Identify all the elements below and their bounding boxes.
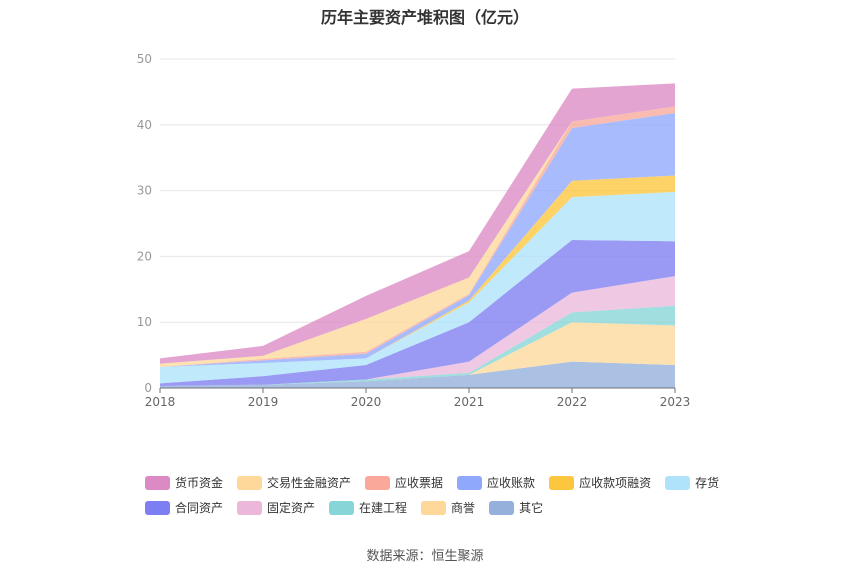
legend-swatch bbox=[237, 500, 263, 515]
legend-label: 交易性金融资产 bbox=[267, 476, 352, 490]
y-tick-label: 10 bbox=[137, 315, 152, 329]
y-tick-label: 20 bbox=[137, 249, 152, 263]
legend-label: 商誉 bbox=[451, 501, 476, 515]
legend-label: 固定资产 bbox=[267, 501, 316, 515]
legend: 货币资金 交易性金融资产 应收票据 应收账款 应收款项融资 存货合同资产 固定资产 在建工程 商… bbox=[145, 470, 745, 520]
legend-swatch bbox=[145, 475, 170, 490]
x-tick-label: 2018 bbox=[145, 395, 176, 409]
legend-item[interactable]: 应收票据 bbox=[365, 474, 443, 491]
legend-item[interactable]: 其它 bbox=[489, 499, 543, 516]
area-series bbox=[160, 112, 675, 367]
area-series bbox=[160, 276, 675, 387]
area-series bbox=[160, 239, 675, 387]
legend-swatch bbox=[237, 475, 263, 490]
legend-label: 货币资金 bbox=[175, 476, 224, 490]
legend-item[interactable]: 货币资金 bbox=[145, 474, 223, 491]
legend-swatch bbox=[457, 475, 483, 490]
legend-label: 合同资产 bbox=[175, 501, 224, 515]
legend-swatch bbox=[329, 500, 355, 515]
legend-item[interactable]: 固定资产 bbox=[237, 499, 315, 516]
legend-item[interactable]: 存货 bbox=[665, 474, 719, 491]
legend-swatch bbox=[365, 475, 391, 490]
legend-row: 合同资产 固定资产 在建工程 商誉 其它 bbox=[145, 495, 745, 520]
legend-label: 应收账款 bbox=[487, 476, 536, 490]
legend-swatch bbox=[489, 500, 515, 515]
legend-swatch bbox=[421, 500, 447, 515]
legend-label: 应收款项融资 bbox=[579, 476, 652, 490]
legend-label: 存货 bbox=[695, 476, 720, 490]
legend-label: 应收票据 bbox=[395, 476, 444, 490]
x-tick-label: 2022 bbox=[557, 395, 588, 409]
legend-swatch bbox=[549, 475, 575, 490]
area-series bbox=[160, 305, 675, 387]
chart-title: 历年主要资产堆积图（亿元） bbox=[320, 8, 529, 27]
y-tick-label: 0 bbox=[144, 381, 152, 395]
legend-item[interactable]: 合同资产 bbox=[145, 499, 223, 516]
area-series bbox=[160, 175, 675, 367]
legend-row: 货币资金 交易性金融资产 应收票据 应收账款 应收款项融资 存货 bbox=[145, 470, 745, 495]
legend-item[interactable]: 在建工程 bbox=[329, 499, 407, 516]
legend-item[interactable]: 应收款项融资 bbox=[549, 474, 651, 491]
legend-item[interactable]: 商誉 bbox=[421, 499, 475, 516]
x-tick-label: 2021 bbox=[454, 395, 485, 409]
legend-label: 其它 bbox=[519, 501, 544, 515]
area-series bbox=[160, 106, 675, 367]
x-tick-label: 2019 bbox=[248, 395, 279, 409]
legend-label: 在建工程 bbox=[359, 501, 408, 515]
x-tick-label: 2020 bbox=[351, 395, 382, 409]
area-series bbox=[160, 191, 675, 384]
legend-swatch bbox=[145, 500, 170, 515]
legend-swatch bbox=[665, 475, 691, 490]
x-tick-label: 2023 bbox=[660, 395, 691, 409]
y-tick-label: 40 bbox=[137, 118, 152, 132]
area-series bbox=[160, 83, 675, 364]
legend-item[interactable]: 应收账款 bbox=[457, 474, 535, 491]
area-series bbox=[160, 322, 675, 387]
area-series bbox=[160, 361, 675, 388]
y-tick-label: 50 bbox=[137, 52, 152, 66]
data-source: 数据来源：恒生聚源 bbox=[366, 549, 484, 564]
legend-item[interactable]: 交易性金融资产 bbox=[237, 474, 351, 491]
y-tick-label: 30 bbox=[137, 184, 152, 198]
